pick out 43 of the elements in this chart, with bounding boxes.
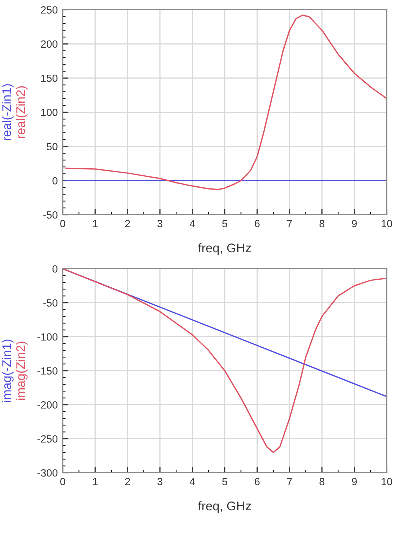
x-tick-label: 8	[320, 478, 325, 486]
x-tick-label: 4	[190, 478, 196, 486]
y-tick-label: -200	[38, 402, 58, 409]
x-tick-label: 1	[93, 220, 98, 228]
x-tick-label: 10	[382, 478, 392, 486]
x-tick-label: 3	[158, 478, 163, 486]
text: imag(Zin2)	[16, 342, 28, 400]
x-tick-label: 2	[125, 478, 130, 486]
y-tick-label: 200	[41, 40, 58, 48]
x-tick-label: 7	[287, 478, 292, 486]
text: real(Zin2)	[16, 86, 28, 138]
x-tick-label: 9	[352, 478, 358, 486]
x-tick-label: 6	[255, 220, 260, 228]
text: real(-Zin1)	[2, 84, 14, 140]
x-tick-label: 7	[287, 220, 292, 228]
x-tick-label: 8	[320, 220, 325, 228]
y-tick-label: 50	[46, 143, 58, 151]
y-tick-label: -50	[44, 300, 58, 307]
x-tick-label: 0	[60, 478, 66, 486]
x-tick-label: 2	[125, 220, 130, 228]
y-tick-label: 0	[52, 266, 58, 273]
y-tick-label: -100	[38, 334, 58, 341]
x-tick-label: 10	[382, 220, 392, 228]
y-tick-label: -250	[38, 436, 58, 443]
x-tick-label: 9	[352, 220, 358, 228]
line-series	[66, 14, 387, 190]
x-tick-label: 3	[158, 220, 163, 228]
x-tick-label: 6	[255, 478, 260, 486]
x-axis-title: freq, GHz	[198, 243, 252, 256]
text: imag(-Zin1)	[2, 340, 14, 402]
y-tick-label: -150	[38, 368, 58, 375]
x-tick-label: 1	[93, 478, 98, 486]
y-tick-label: 100	[42, 109, 58, 116]
y-tick-label: 150	[42, 74, 58, 82]
y-tick-label: 250	[41, 6, 58, 14]
x-tick-label: 5	[222, 478, 228, 486]
x-tick-label: 4	[190, 220, 196, 228]
x-tick-label: 5	[222, 220, 228, 228]
y-tick-label: 0	[52, 177, 58, 185]
x-axis-title: freq, GHz	[198, 501, 252, 514]
y-tick-label: -50	[44, 212, 58, 219]
y-tick-label: -300	[38, 470, 58, 477]
x-tick-label: 0	[60, 220, 66, 228]
